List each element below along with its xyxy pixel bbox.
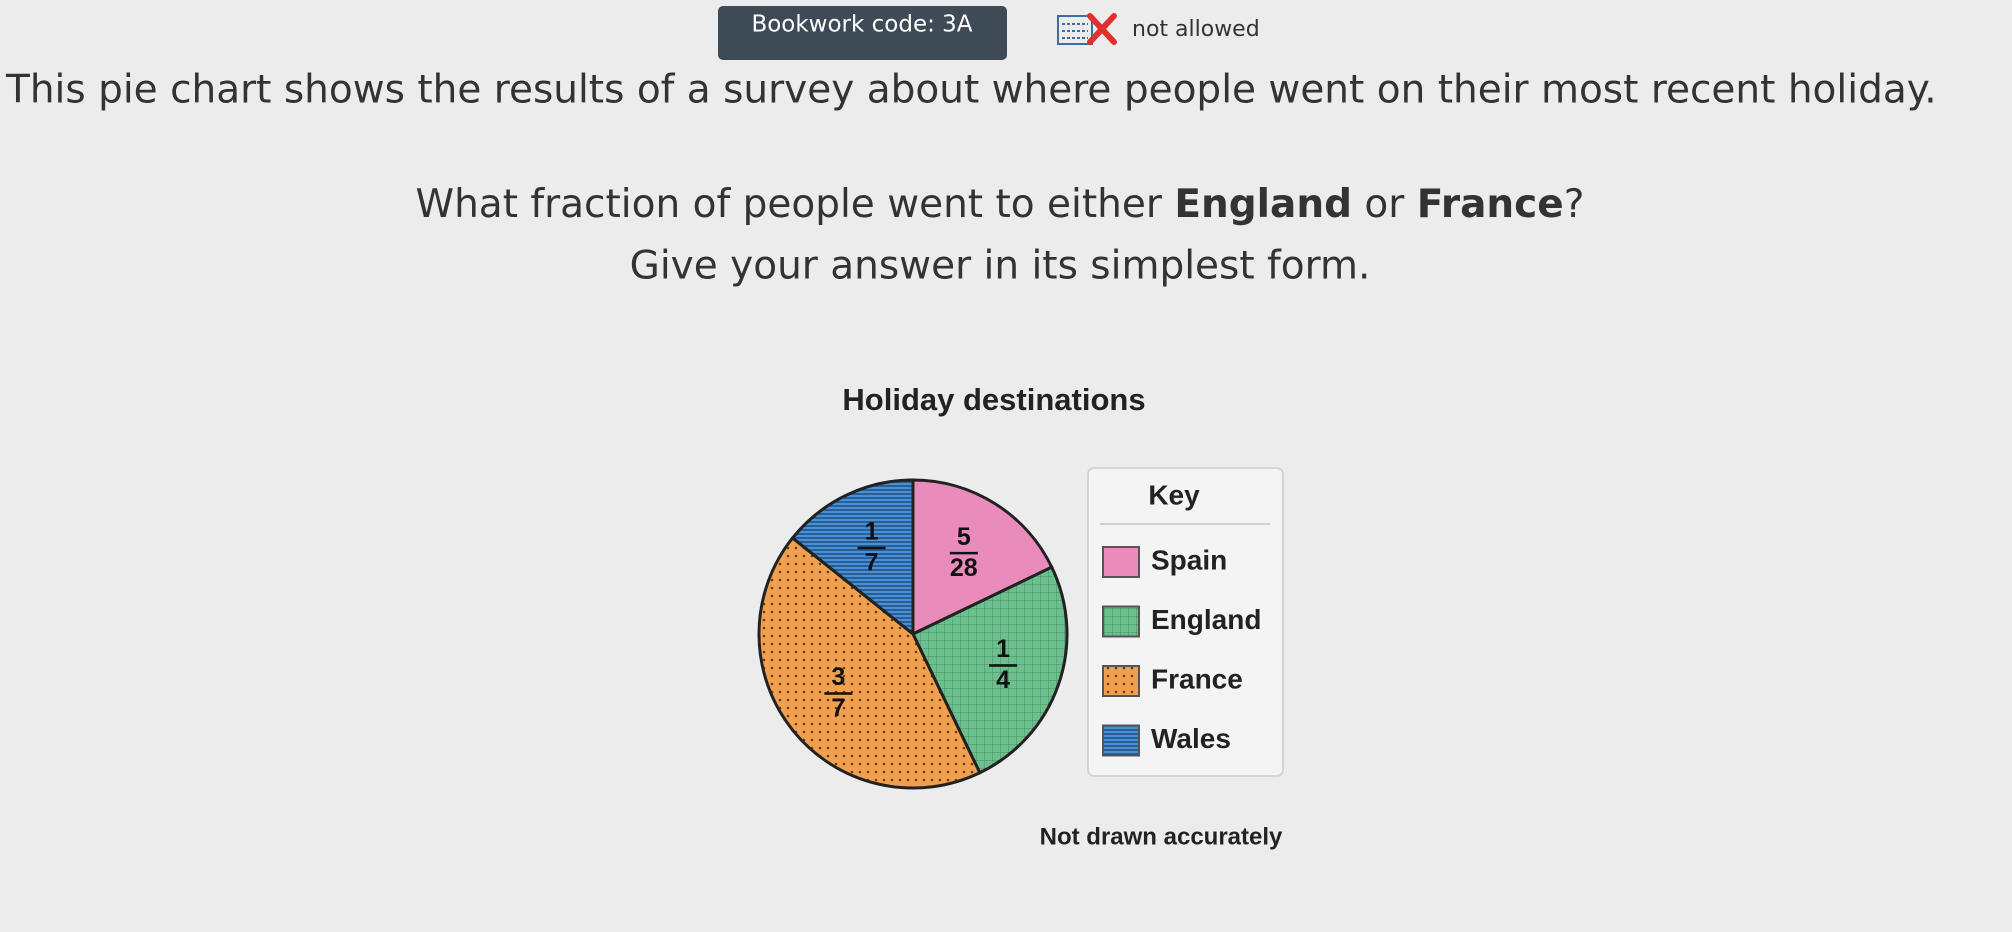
bookwork-box [718,6,1007,60]
label-numerator: 1 [865,518,879,546]
chart-title: Holiday destinations [842,382,1145,417]
label-denominator: 4 [996,666,1010,694]
question-ask: What fraction of people went to either E… [416,182,1585,227]
pie-slice [790,478,915,638]
calculator-status: not allowed [1132,17,1260,42]
question-instruction: Give your answer in its simplest form. [630,244,1371,289]
slice-label: 528 [949,523,978,582]
legend-swatch [1102,605,1140,638]
legend-label: Spain [1151,544,1227,575]
bookwork-code: Bookwork code: 3A [751,12,972,38]
legend-swatch [1102,665,1140,697]
key-title: Key [1148,479,1200,510]
chart-note: Not drawn accurately [1040,823,1283,850]
legend-swatch [1102,724,1140,757]
calculator-icon [1057,13,1117,45]
question-part: ? [1564,182,1585,227]
slice-label: 14 [989,635,1018,694]
pie-slice [910,565,1069,775]
label-numerator: 5 [957,523,971,551]
label-numerator: 1 [996,635,1010,663]
slice-label: 17 [857,518,886,577]
label-denominator: 7 [865,549,879,577]
legend-label: Wales [1151,723,1231,754]
legend-swatch [1102,546,1140,578]
label-denominator: 28 [950,554,978,582]
question-part: What fraction of people went to either [416,182,1175,227]
label-numerator: 3 [831,663,845,691]
question-part: England [1174,182,1352,227]
legend-label: France [1151,663,1243,694]
key-box [1087,467,1284,777]
pie-slice [757,535,982,790]
label-denominator: 7 [831,694,845,722]
slice-label: 37 [824,663,853,722]
legend-label: England [1151,604,1261,635]
question-part: France [1417,182,1564,227]
question-part: or [1352,182,1417,227]
question-intro: This pie chart shows the results of a su… [5,68,1937,113]
pie-slice [911,478,1054,637]
